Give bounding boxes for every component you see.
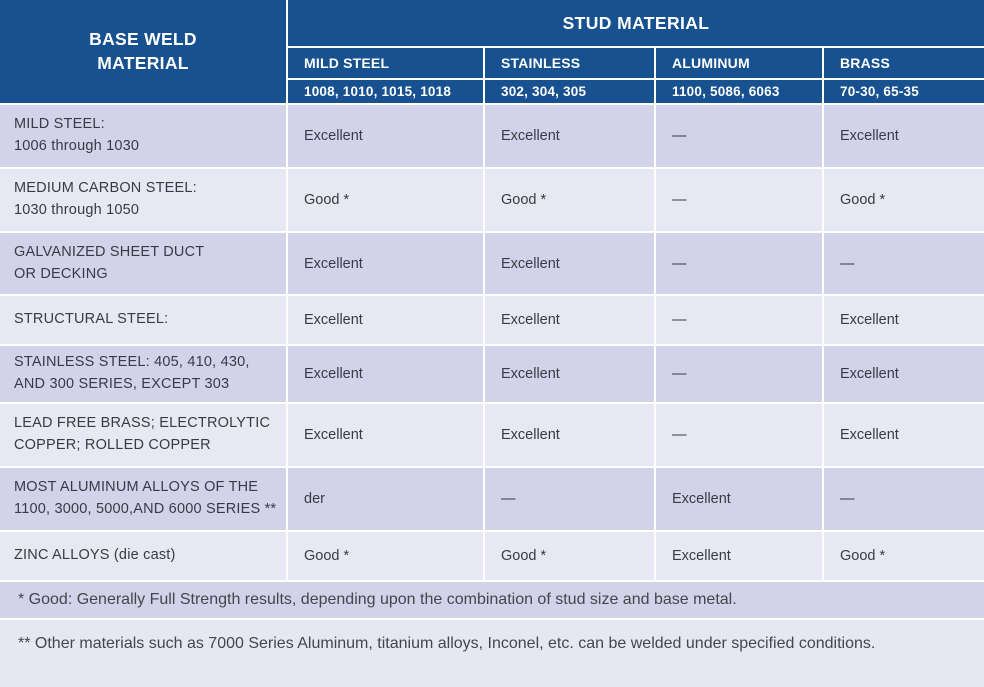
- table-row: STRUCTURAL STEEL: Excellent Excellent — …: [0, 296, 984, 344]
- compat-cell: Excellent: [485, 404, 654, 466]
- compat-cell: Excellent: [485, 296, 654, 344]
- alloys-aluminum: 1100, 5086, 6063: [656, 80, 822, 103]
- compat-cell: Excellent: [288, 296, 483, 344]
- compat-cell: —: [656, 233, 822, 294]
- row-label: ZINC ALLOYS (die cast): [0, 532, 286, 580]
- table-row: MILD STEEL: 1006 through 1030 Excellent …: [0, 105, 984, 167]
- compat-cell: —: [824, 468, 984, 530]
- column-header-mild-steel: MILD STEEL: [288, 48, 483, 78]
- table-header: BASE WELD MATERIAL STUD MATERIAL MILD ST…: [0, 0, 984, 103]
- stud-material-header-block: STUD MATERIAL MILD STEEL STAINLESS ALUMI…: [288, 0, 984, 103]
- footnote-good: * Good: Generally Full Strength results,…: [0, 582, 984, 618]
- column-header-aluminum: ALUMINUM: [656, 48, 822, 78]
- compat-cell: Good *: [485, 532, 654, 580]
- compat-cell: —: [656, 346, 822, 402]
- table-row: GALVANIZED SHEET DUCT OR DECKING Excelle…: [0, 233, 984, 294]
- compat-cell: Excellent: [656, 468, 822, 530]
- row-label: LEAD FREE BRASS; ELECTROLYTIC COPPER; RO…: [0, 404, 286, 466]
- compat-cell: Excellent: [288, 105, 483, 167]
- compat-cell: Excellent: [824, 296, 984, 344]
- compat-cell: Excellent: [824, 105, 984, 167]
- table-row: MEDIUM CARBON STEEL: 1030 through 1050 G…: [0, 169, 984, 231]
- row-label: STAINLESS STEEL: 405, 410, 430, AND 300 …: [0, 346, 286, 402]
- compat-cell: der: [288, 468, 483, 530]
- compat-cell: Excellent: [485, 346, 654, 402]
- compat-cell: —: [824, 233, 984, 294]
- stud-alloy-numbers: 1008, 1010, 1015, 1018 302, 304, 305 110…: [288, 80, 984, 103]
- compat-cell: Excellent: [824, 404, 984, 466]
- compat-cell: —: [656, 169, 822, 231]
- compat-cell: Good *: [824, 169, 984, 231]
- compat-cell: —: [656, 105, 822, 167]
- compat-cell: Excellent: [288, 404, 483, 466]
- column-header-brass: BRASS: [824, 48, 984, 78]
- row-label: MOST ALUMINUM ALLOYS OF THE 1100, 3000, …: [0, 468, 286, 530]
- compat-cell: —: [485, 468, 654, 530]
- compat-cell: Excellent: [824, 346, 984, 402]
- alloys-mild-steel: 1008, 1010, 1015, 1018: [288, 80, 483, 103]
- table-row: LEAD FREE BRASS; ELECTROLYTIC COPPER; RO…: [0, 404, 984, 466]
- table-row: STAINLESS STEEL: 405, 410, 430, AND 300 …: [0, 346, 984, 402]
- table-row: ZINC ALLOYS (die cast) Good * Good * Exc…: [0, 532, 984, 580]
- table-row: MOST ALUMINUM ALLOYS OF THE 1100, 3000, …: [0, 468, 984, 530]
- compat-cell: —: [656, 296, 822, 344]
- compat-cell: Good *: [288, 532, 483, 580]
- footnote-other-materials: ** Other materials such as 7000 Series A…: [0, 620, 984, 687]
- base-weld-material-header: BASE WELD MATERIAL: [0, 0, 286, 103]
- compat-cell: Excellent: [288, 233, 483, 294]
- row-label: MILD STEEL: 1006 through 1030: [0, 105, 286, 167]
- row-label: MEDIUM CARBON STEEL: 1030 through 1050: [0, 169, 286, 231]
- compat-cell: Good *: [485, 169, 654, 231]
- stud-material-title: STUD MATERIAL: [288, 0, 984, 46]
- row-label: GALVANIZED SHEET DUCT OR DECKING: [0, 233, 286, 294]
- row-label: STRUCTURAL STEEL:: [0, 296, 286, 344]
- compat-cell: Excellent: [288, 346, 483, 402]
- alloys-stainless: 302, 304, 305: [485, 80, 654, 103]
- compat-cell: Good *: [824, 532, 984, 580]
- compat-cell: Excellent: [485, 105, 654, 167]
- alloys-brass: 70-30, 65-35: [824, 80, 984, 103]
- compat-cell: Excellent: [656, 532, 822, 580]
- compat-cell: Excellent: [485, 233, 654, 294]
- column-header-stainless: STAINLESS: [485, 48, 654, 78]
- stud-column-names: MILD STEEL STAINLESS ALUMINUM BRASS: [288, 48, 984, 78]
- compat-cell: —: [656, 404, 822, 466]
- compat-cell: Good *: [288, 169, 483, 231]
